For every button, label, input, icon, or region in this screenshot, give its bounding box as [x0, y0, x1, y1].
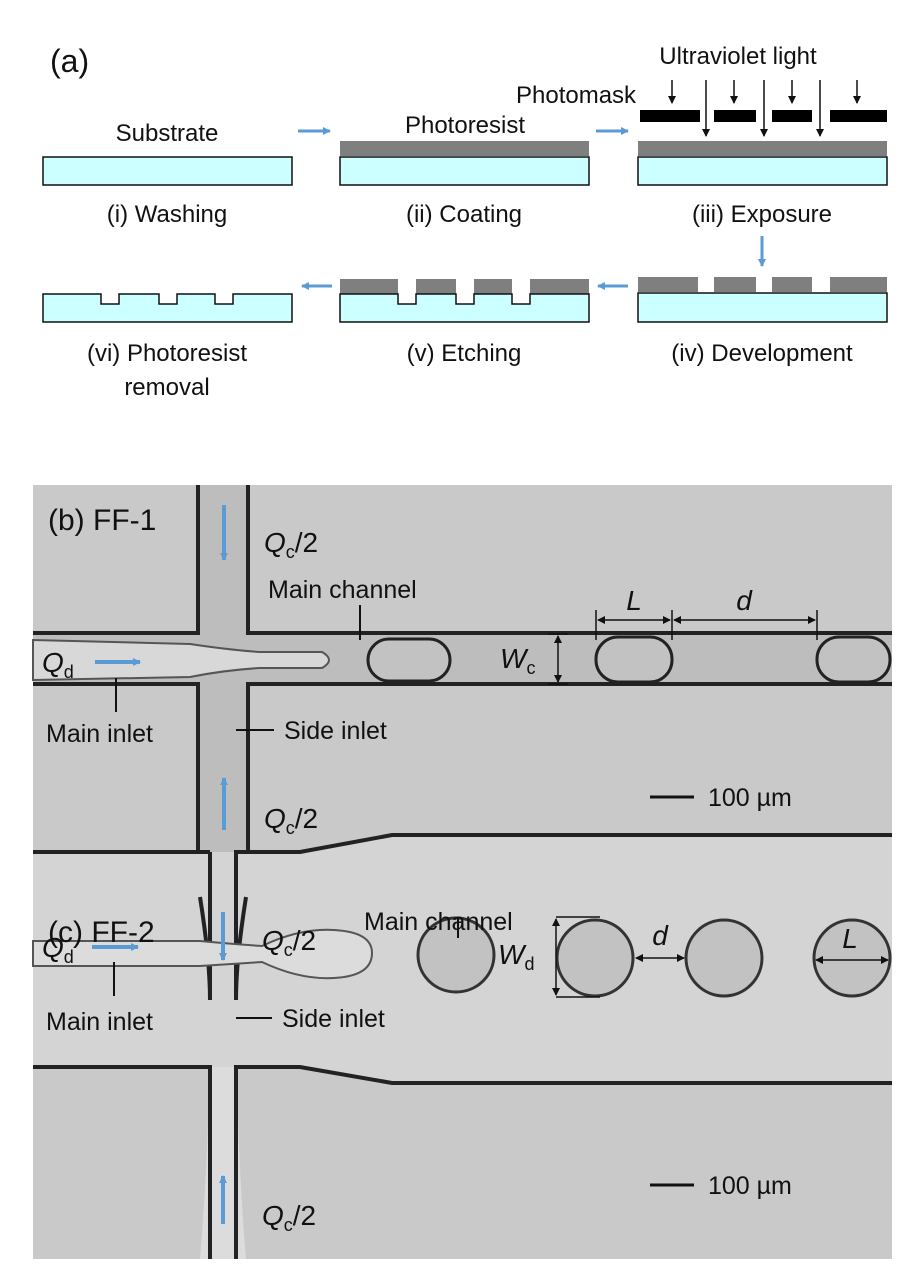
length-label-b: L	[626, 585, 642, 616]
qd-label-c: Qd	[42, 932, 74, 967]
resist-coating	[340, 141, 589, 156]
substrate-washing	[42, 156, 293, 186]
substrate-coating	[339, 156, 590, 186]
step-etching-label: (v) Etching	[407, 340, 522, 367]
qc-bot-label-c: Qc/2	[262, 1200, 316, 1235]
substrate-label: Substrate	[116, 120, 219, 147]
width-label-c: Wd	[498, 939, 534, 974]
droplet-b-2	[594, 635, 674, 684]
resist-development	[638, 277, 887, 292]
dispersed-thread-c	[32, 928, 374, 980]
width-label-b: Wc	[500, 643, 535, 678]
side-inlet-label-c: Side inlet	[282, 1005, 385, 1033]
droplet-b-3	[815, 635, 892, 684]
qd-label-b: Qd	[42, 647, 74, 682]
substrate-development	[637, 292, 888, 323]
channel-walls-b	[33, 485, 892, 853]
resist-exposure	[638, 141, 887, 156]
side-inlet-label-b: Side inlet	[284, 717, 387, 745]
spacing-label-c: d	[652, 920, 669, 951]
spacing-label-b: d	[736, 585, 753, 616]
panel-b-label: (b) FF-1	[48, 504, 156, 537]
droplet-c-3	[684, 918, 764, 998]
dispersed-thread-b	[32, 638, 330, 682]
panel-c-label: (c) FF-2	[48, 916, 155, 949]
photoresist-label: Photoresist	[405, 112, 525, 139]
panel-b: (b) FF-1 Qc/2 Qc/2 Qd Main channel Main …	[32, 485, 892, 853]
panel-a-label: (a)	[50, 43, 89, 79]
resist-etching	[340, 279, 589, 294]
panel-a: (a) Substrate (i) Washing Photoresist (i…	[42, 43, 888, 401]
droplet-c-1	[416, 916, 496, 994]
uv-label: Ultraviolet light	[659, 43, 817, 70]
step-exposure-label: (iii) Exposure	[692, 201, 832, 228]
step-development-label: (iv) Development	[671, 340, 853, 367]
main-channel-label-c: Main channel	[364, 908, 513, 936]
main-channel-label-b: Main channel	[268, 576, 417, 604]
qc-bot-label-b: Qc/2	[264, 803, 318, 838]
substrate-removal	[42, 293, 293, 323]
panel-c: (c) FF-2 Qc/2 Qc/2 Qd Main channel Main …	[32, 833, 892, 1259]
step-washing-label: (i) Washing	[107, 201, 227, 228]
scale-label-b: 100 µm	[708, 784, 792, 812]
qc-top-label-b: Qc/2	[264, 527, 318, 562]
substrate-etching	[339, 293, 590, 323]
photomask-label: Photomask	[516, 82, 637, 109]
uv-arrows	[668, 80, 861, 137]
droplet-b-1	[366, 637, 452, 683]
step-coating-label: (ii) Coating	[406, 201, 522, 228]
qc-top-label-c: Qc/2	[262, 925, 316, 960]
step-removal-label-line2: removal	[124, 374, 209, 401]
photomask	[640, 110, 887, 122]
main-inlet-label-b: Main inlet	[46, 720, 153, 748]
length-label-c: L	[842, 923, 858, 954]
main-inlet-label-c: Main inlet	[46, 1008, 153, 1036]
scale-label-c: 100 µm	[708, 1172, 792, 1200]
droplet-c-2	[555, 918, 635, 998]
step-removal-label-line1: (vi) Photoresist	[87, 340, 247, 367]
substrate-exposure	[637, 156, 888, 186]
